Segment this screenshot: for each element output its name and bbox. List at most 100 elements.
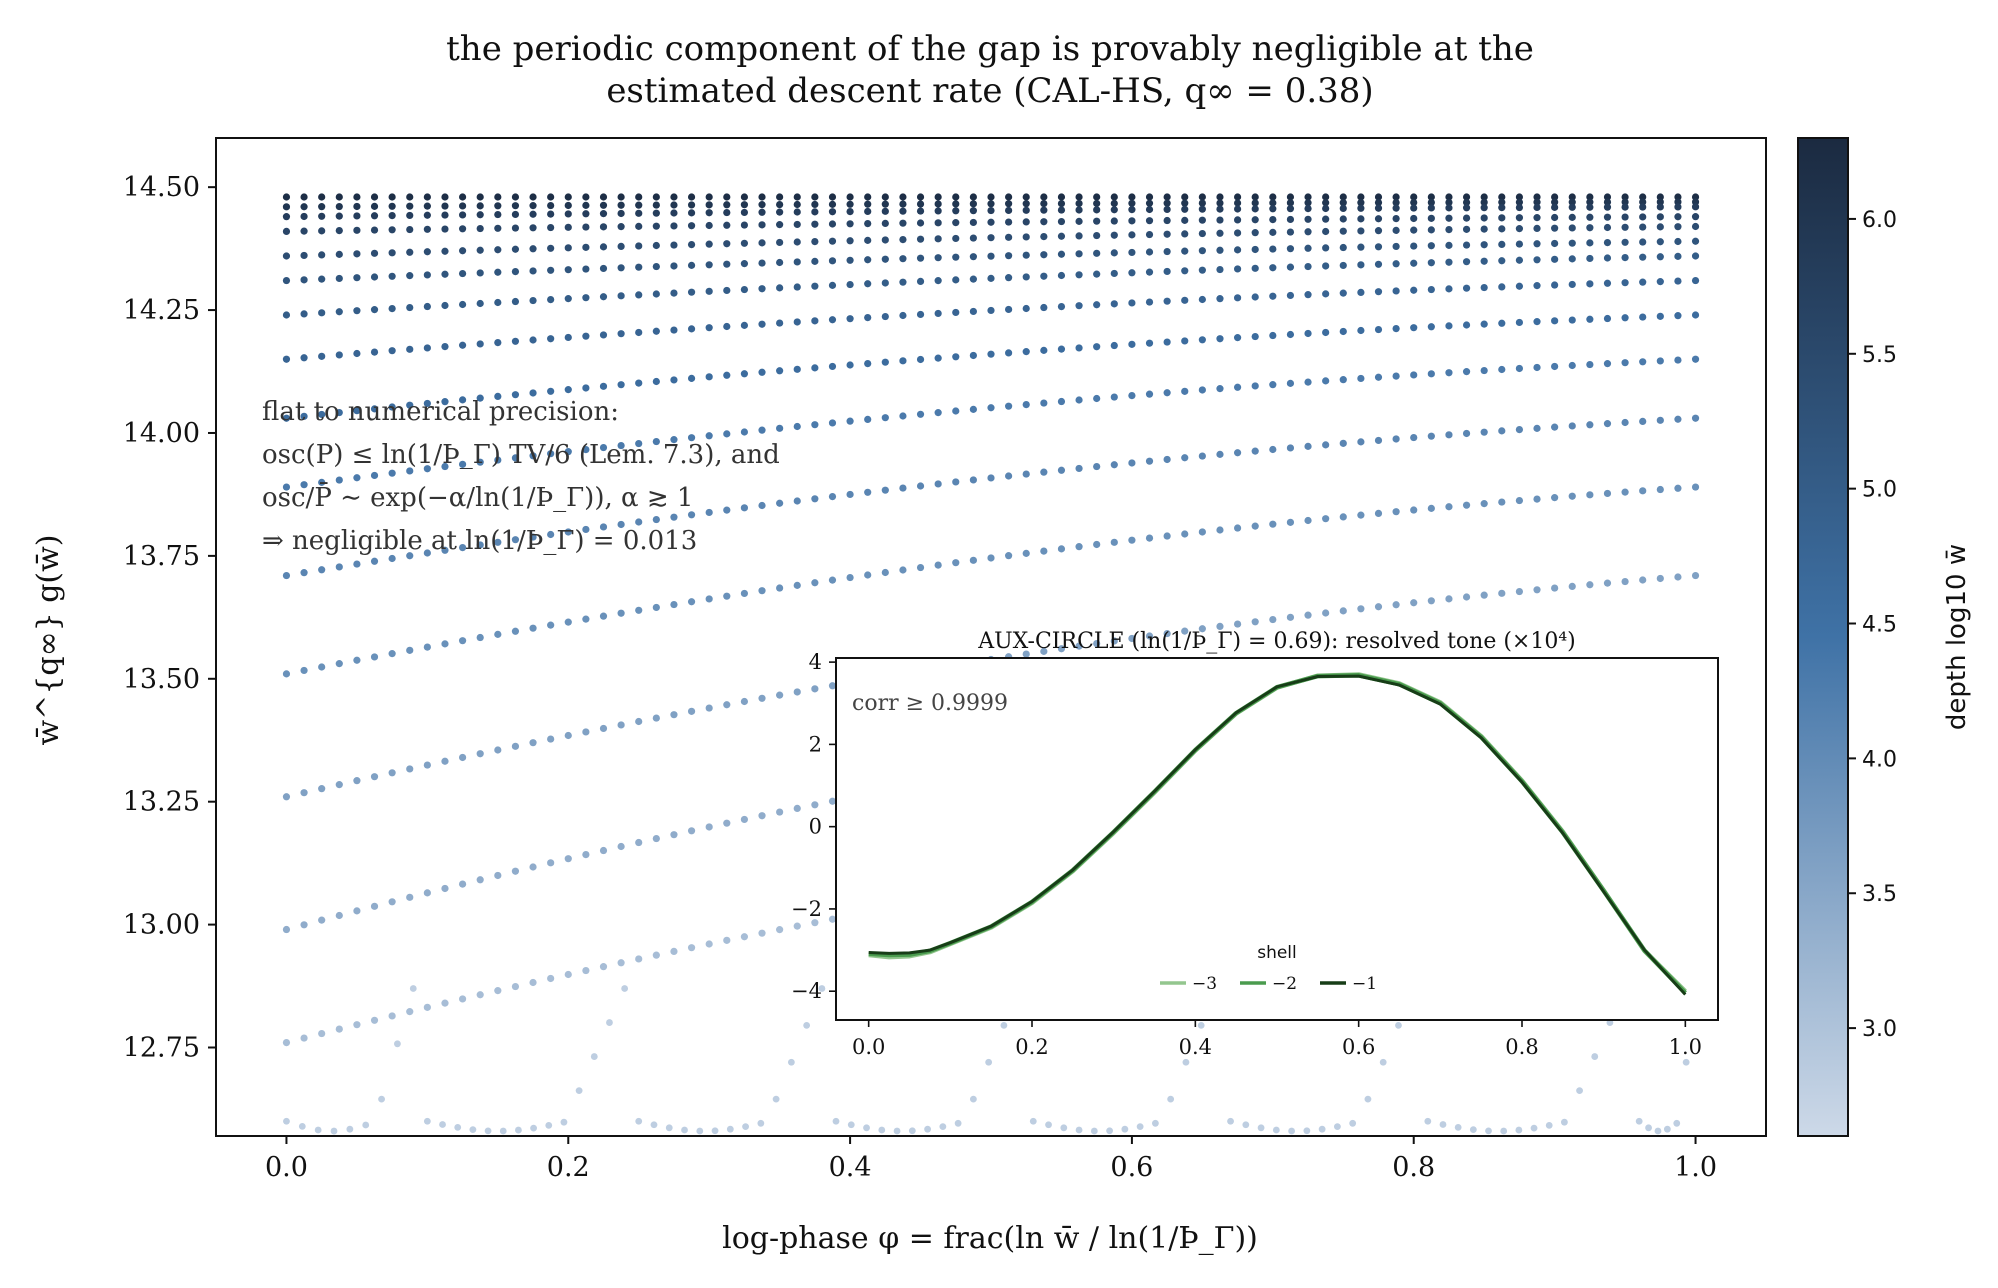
scatter-point [515, 1126, 522, 1134]
scatter-point [864, 193, 872, 201]
scatter-point [1093, 206, 1101, 214]
inset-title: AUX-CIRCLE (ln(1/Þ_Γ) = 0.69): resolved … [977, 629, 1576, 654]
scatter-point [758, 239, 766, 247]
scatter-point [529, 202, 537, 210]
scatter-point [406, 1008, 414, 1016]
scatter-point [318, 663, 326, 671]
scatter-point [1639, 203, 1647, 211]
scatter-point [1374, 288, 1383, 296]
scatter-point [1145, 632, 1154, 640]
scatter-point [1462, 214, 1471, 222]
scatter-point [723, 506, 731, 514]
scatter-point [458, 995, 467, 1003]
scatter-point [1000, 1021, 1008, 1029]
scatter-point [742, 1123, 749, 1131]
scatter-point [529, 296, 537, 305]
scatter-point [1674, 277, 1682, 285]
scatter-point [423, 1117, 431, 1125]
scatter-point [529, 624, 537, 632]
scatter-point [1106, 1127, 1113, 1135]
scatter-point [476, 750, 484, 758]
scatter-point [1233, 199, 1242, 207]
scatter-point [511, 210, 520, 219]
legend-label: −1 [1352, 974, 1377, 994]
scatter-point [458, 543, 467, 552]
scatter-point [899, 207, 907, 215]
scatter-point [652, 377, 660, 386]
scatter-point [353, 407, 361, 415]
scatter-point [599, 612, 608, 620]
scatter-point [1233, 216, 1242, 224]
scatter-point [1040, 199, 1048, 208]
scatter-point [670, 513, 678, 521]
scatter-point [617, 441, 625, 450]
scatter-point [1533, 198, 1541, 206]
scatter-point [793, 922, 801, 930]
scatter-point [476, 991, 484, 999]
scatter-point [1427, 226, 1435, 234]
scatter-point [1410, 433, 1418, 442]
scatter-point [1233, 334, 1242, 342]
y-tick-label: 14.00 [123, 418, 200, 449]
scatter-point [441, 270, 449, 278]
scatter-point [1498, 225, 1506, 233]
scatter-point [494, 193, 502, 201]
scatter-point [793, 581, 801, 589]
scatter-point [1691, 571, 1700, 580]
scatter-point [1374, 204, 1383, 212]
scatter-point [335, 274, 343, 283]
scatter-point [934, 354, 942, 362]
scatter-point [1304, 442, 1312, 450]
scatter-point [793, 688, 801, 696]
scatter-point [1128, 206, 1136, 214]
scatter-point [494, 246, 502, 254]
scatter-point [811, 317, 819, 325]
scatter-point [1339, 193, 1347, 201]
scatter-point [1551, 362, 1559, 371]
scatter-point [934, 219, 942, 227]
scatter-point [1586, 581, 1594, 589]
scatter-point [1022, 200, 1030, 208]
scatter-point [740, 815, 749, 824]
scatter-point [864, 314, 872, 322]
scatter-point [599, 201, 608, 209]
scatter-point [952, 193, 960, 201]
scatter-point [282, 925, 291, 934]
scatter-point [423, 202, 431, 210]
scatter-point [881, 219, 889, 228]
scatter-point [1057, 199, 1066, 208]
scatter-point [1480, 366, 1488, 375]
scatter-point [582, 223, 590, 231]
scatter-point [494, 202, 502, 210]
scatter-point [1427, 504, 1435, 512]
scatter-point [1040, 346, 1048, 354]
scatter-point [454, 1124, 462, 1131]
scatter-point [1357, 288, 1365, 296]
scatter-point [511, 867, 520, 875]
scatter-point [916, 482, 925, 490]
scatter-point [952, 200, 960, 208]
scatter-point [353, 777, 361, 785]
scatter-point [318, 410, 326, 419]
scatter-point [705, 201, 713, 209]
scatter-point [969, 234, 977, 242]
scatter-point [1269, 215, 1277, 224]
scatter-point [1639, 223, 1647, 231]
scatter-point [1357, 193, 1365, 201]
scatter-point [1022, 273, 1030, 281]
main-plot-frame [215, 137, 1767, 1137]
main-x-ticks: 0.0 0.2 0.4 0.6 0.8 1.0 [265, 1136, 1717, 1183]
scatter-point [1057, 397, 1066, 406]
scatter-point [740, 697, 749, 706]
scatter-point [1233, 294, 1242, 302]
scatter-point [776, 499, 784, 507]
scatter-point [1216, 193, 1224, 201]
scatter-point [740, 208, 749, 217]
scatter-point [1151, 1119, 1159, 1127]
scatter-point [1410, 226, 1418, 234]
scatter-point [476, 269, 484, 277]
scatter-point [1128, 299, 1136, 307]
scatter-point [1057, 206, 1066, 214]
scatter-point [934, 309, 942, 318]
scatter-point [1515, 256, 1524, 264]
